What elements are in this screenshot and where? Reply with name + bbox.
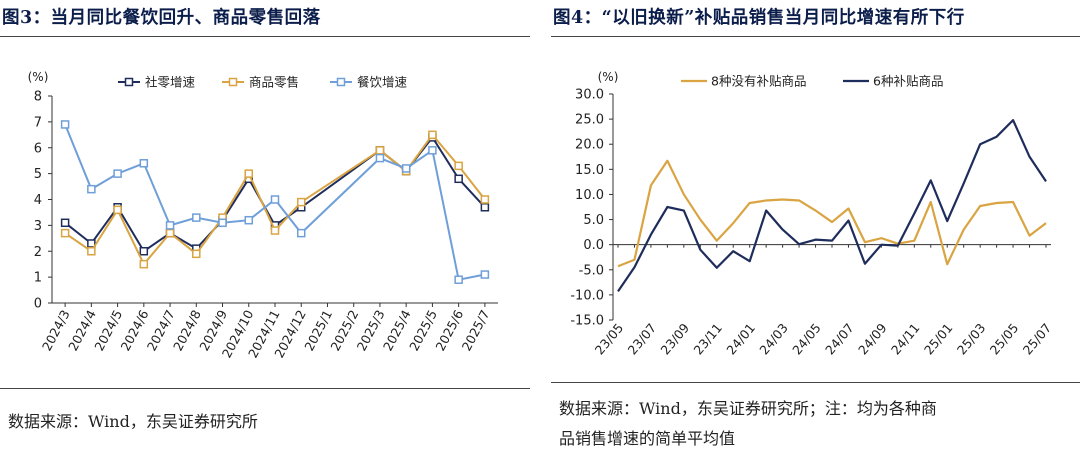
left-source-note: 数据来源：Wind，东吴证券研究所 xyxy=(8,412,258,431)
y-tick-label: 15.0 xyxy=(575,163,604,178)
x-tick-label: 23/11 xyxy=(690,320,725,357)
x-tick-label: 25/05 xyxy=(987,320,1022,357)
data-point xyxy=(60,120,70,129)
right-title-rule xyxy=(551,36,1080,37)
data-point xyxy=(244,215,254,225)
x-tick-label: 24/05 xyxy=(789,320,824,357)
legend-label: 社零增速 xyxy=(145,75,196,90)
data-point xyxy=(165,221,175,230)
data-point xyxy=(192,213,201,222)
y-tick-label: 6 xyxy=(34,141,42,156)
legend-label: 商品零售 xyxy=(249,75,299,90)
right-chart: (%) -15.0 -10.0 -5.0 0.0 5.0 10.0 15.0 20.0 25.0 3… xyxy=(570,70,1055,358)
data-point xyxy=(401,164,411,173)
x-tick-label: 25/03 xyxy=(954,320,989,357)
y-tick-label: 0.0 xyxy=(583,238,604,253)
series-line xyxy=(617,119,1047,292)
data-point xyxy=(113,169,122,178)
data-point xyxy=(480,203,490,212)
left-figure: 图3：当月同比餐饮回升、商品零售回落 (%) 0 1 2 3 4 5 6 7 8 2024/3 202… xyxy=(0,0,530,454)
data-point xyxy=(375,146,385,155)
legend-marker xyxy=(336,77,346,87)
left-chart: (%)0123456782024/32024/42024/52024/62024… xyxy=(28,70,498,360)
data-point xyxy=(87,239,96,248)
data-point xyxy=(428,130,437,140)
y-tick-label: -15.0 xyxy=(570,314,604,329)
data-point xyxy=(60,218,70,228)
left-source-rule xyxy=(0,388,530,389)
y-tick-label: 4 xyxy=(34,193,42,208)
y-tick-label: 10.0 xyxy=(575,188,604,203)
y-tick-label: 1 xyxy=(34,271,42,286)
right-source-note-line2: 品销售增速的简单平均值 xyxy=(559,429,736,448)
y-tick-label: 5.0 xyxy=(583,213,604,228)
y-tick-label: 30.0 xyxy=(575,88,604,103)
series-line xyxy=(617,159,1047,268)
legend-label: 8种没有补贴商品 xyxy=(711,74,806,89)
x-tick-label: 24/09 xyxy=(855,320,890,357)
right-figure-title: 图4：“以旧换新”补贴品销售当月同比增速有所下行 xyxy=(553,8,965,28)
data-point xyxy=(428,146,437,155)
data-point xyxy=(139,159,149,168)
right-source-rule xyxy=(551,382,1080,383)
data-point xyxy=(218,218,227,228)
data-point xyxy=(480,195,490,204)
legend-marker xyxy=(124,77,134,87)
x-tick-label: 25/01 xyxy=(921,320,956,357)
data-point xyxy=(244,169,254,178)
data-point xyxy=(87,184,96,194)
x-tick-label: 25/07 xyxy=(1020,320,1055,357)
x-tick-label: 24/07 xyxy=(822,320,857,357)
data-point xyxy=(454,161,463,171)
data-point xyxy=(296,197,306,207)
legend-label: 6种补贴商品 xyxy=(873,74,943,89)
y-tick-label: 7 xyxy=(34,115,42,130)
data-point xyxy=(296,228,306,238)
y-tick-label: 3 xyxy=(34,219,42,234)
y-unit-label: (%) xyxy=(598,70,619,84)
x-tick-label: 23/07 xyxy=(625,320,660,357)
data-point xyxy=(480,270,490,279)
right-figure: 图4：“以旧换新”补贴品销售当月同比增速有所下行 (%) -15.0 -10.0 -5… xyxy=(551,0,1080,454)
right-source-note-line1: 数据来源：Wind，东吴证券研究所；注：均为各种商 xyxy=(559,399,937,418)
y-tick-label: 25.0 xyxy=(575,113,604,128)
y-tick-label: -5.0 xyxy=(579,263,604,278)
left-figure-title: 图3：当月同比餐饮回升、商品零售回落 xyxy=(2,8,321,28)
left-title-rule xyxy=(0,36,530,37)
y-tick-label: 0 xyxy=(34,297,42,312)
y-unit-label: (%) xyxy=(28,70,49,84)
data-point xyxy=(270,195,280,204)
y-tick-label: 8 xyxy=(34,90,42,105)
x-tick-label: 24/11 xyxy=(888,320,923,357)
data-point xyxy=(454,275,463,284)
y-tick-label: 20.0 xyxy=(575,138,604,153)
x-tick-label: 24/03 xyxy=(756,320,791,357)
data-point xyxy=(270,226,280,235)
data-point xyxy=(192,249,201,259)
data-point xyxy=(165,228,175,238)
x-tick-label: 23/09 xyxy=(657,320,692,357)
data-point xyxy=(87,247,96,256)
y-tick-label: 2 xyxy=(34,245,42,260)
y-tick-label: -10.0 xyxy=(570,288,604,303)
data-point xyxy=(60,228,70,238)
x-tick-label: 24/01 xyxy=(723,320,758,357)
data-point xyxy=(139,247,149,256)
y-tick-label: 5 xyxy=(34,167,42,182)
legend-label: 餐饮增速 xyxy=(357,75,408,90)
data-point xyxy=(454,174,463,184)
legend-marker xyxy=(228,77,238,87)
data-point xyxy=(139,259,149,269)
data-point xyxy=(375,153,385,163)
data-point xyxy=(113,205,122,215)
